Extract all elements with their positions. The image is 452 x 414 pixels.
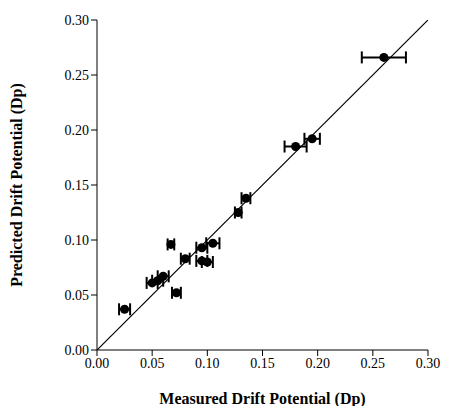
- svg-text:0.05: 0.05: [65, 288, 90, 303]
- svg-text:0.05: 0.05: [140, 356, 165, 371]
- svg-text:0.15: 0.15: [250, 356, 275, 371]
- svg-text:0.15: 0.15: [65, 178, 90, 193]
- svg-text:0.00: 0.00: [85, 356, 110, 371]
- svg-text:0.10: 0.10: [195, 356, 220, 371]
- svg-text:0.25: 0.25: [361, 356, 386, 371]
- svg-text:0.00: 0.00: [65, 343, 90, 358]
- svg-text:0.30: 0.30: [416, 356, 441, 371]
- svg-text:0.20: 0.20: [65, 123, 90, 138]
- svg-text:0.25: 0.25: [65, 68, 90, 83]
- svg-text:Predicted Drift Potential (Dp): Predicted Drift Potential (Dp): [8, 83, 26, 287]
- svg-text:Measured Drift Potential (Dp): Measured Drift Potential (Dp): [159, 390, 365, 406]
- svg-text:0.10: 0.10: [65, 233, 90, 248]
- svg-text:0.20: 0.20: [305, 356, 330, 371]
- svg-text:0.30: 0.30: [65, 13, 90, 28]
